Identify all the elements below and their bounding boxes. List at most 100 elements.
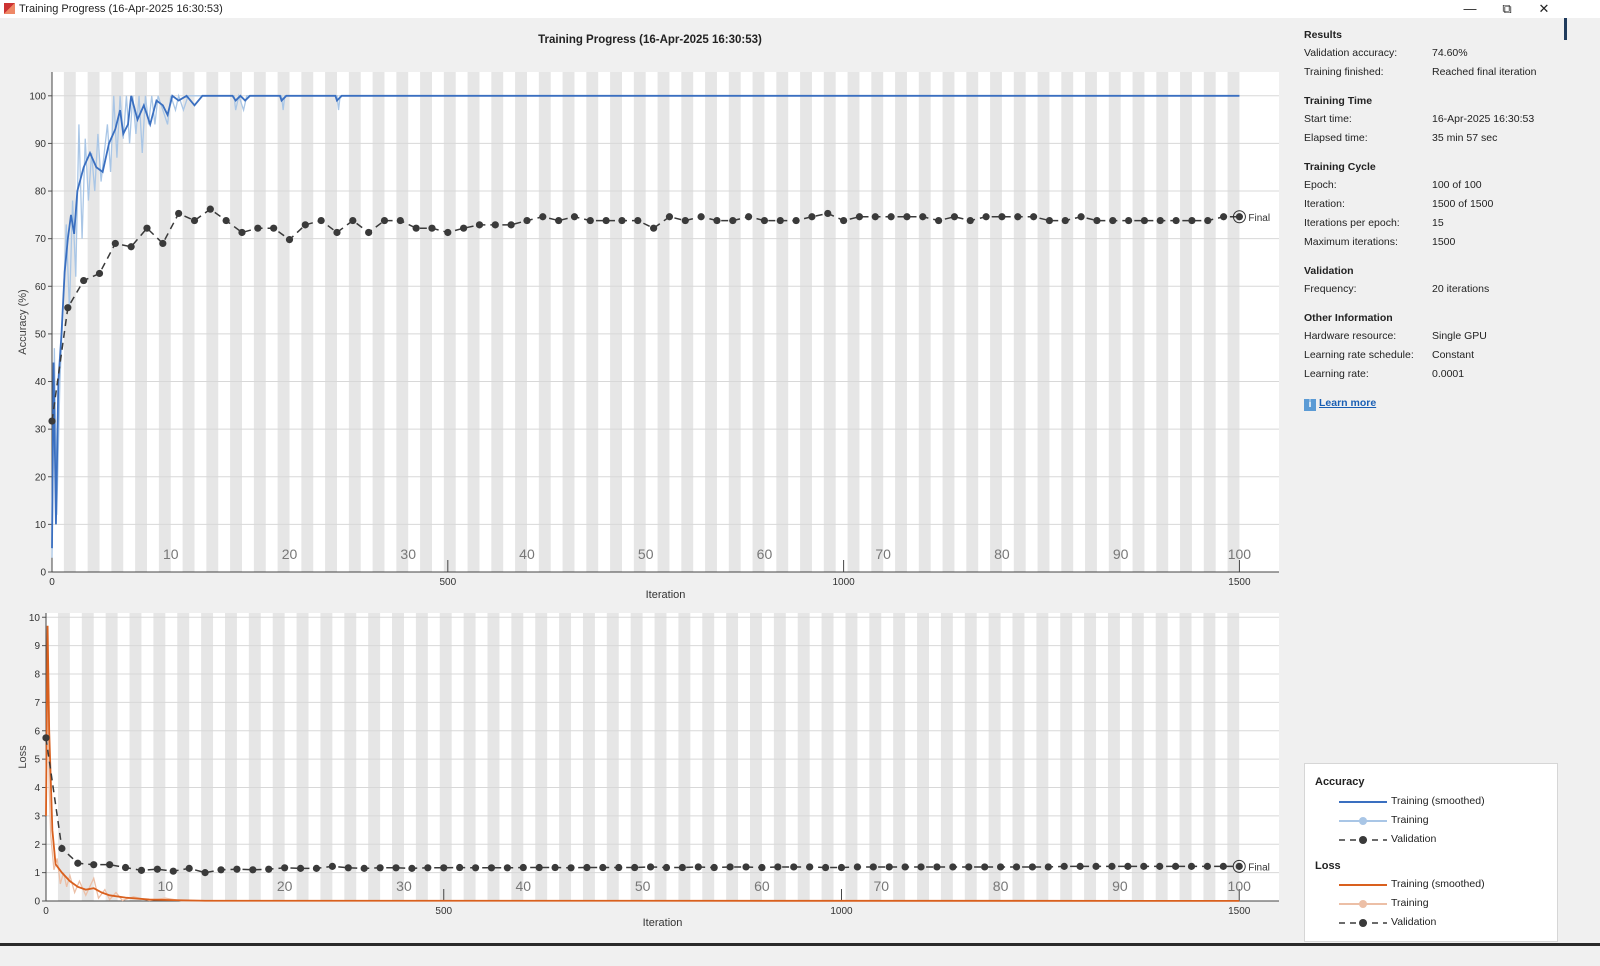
validation-point — [1204, 216, 1212, 225]
epoch-band — [57, 613, 70, 901]
taskbar-edge — [0, 943, 1600, 946]
epoch-band — [869, 613, 882, 901]
info-value: 15 — [1432, 217, 1444, 229]
validation-point — [507, 221, 515, 229]
validation-point — [933, 863, 941, 871]
validation-point — [460, 224, 468, 232]
epoch-band — [773, 613, 786, 901]
epoch-band — [368, 613, 381, 901]
y-tick-label: 100 — [29, 91, 46, 102]
epoch-label: 20 — [277, 878, 293, 894]
validation-point — [681, 216, 689, 225]
validation-point — [1188, 216, 1196, 225]
validation-point — [1235, 862, 1243, 870]
validation-point — [238, 228, 246, 237]
info-label: Iterations per epoch: — [1304, 217, 1400, 229]
epoch-band — [87, 72, 100, 572]
validation-point — [1044, 863, 1052, 871]
y-tick-label: 3 — [34, 811, 40, 822]
epoch-band — [511, 613, 524, 901]
epoch-band — [752, 72, 765, 572]
validation-point — [1156, 216, 1164, 225]
epoch-band — [797, 613, 810, 901]
validation-point — [1093, 216, 1101, 225]
close-button[interactable]: ✕ — [1526, 0, 1562, 18]
validation-point — [965, 863, 973, 871]
info-row: Hardware resource: Single GPU — [1304, 327, 1564, 346]
info-row: Iteration: 1500 of 1500 — [1304, 195, 1564, 214]
validation-point — [981, 863, 989, 871]
validation-point — [159, 239, 167, 248]
epoch-label: 70 — [873, 878, 889, 894]
validation-point — [901, 863, 909, 871]
validation-point — [1235, 213, 1244, 221]
validation-point — [111, 239, 119, 248]
validation-point — [360, 864, 368, 872]
validation-point — [408, 864, 416, 872]
validation-point — [217, 866, 225, 874]
info-label: Frequency: — [1304, 283, 1357, 295]
epoch-band — [415, 613, 428, 901]
final-label: Final — [1248, 862, 1270, 873]
y-tick-label: 9 — [34, 641, 40, 652]
final-marker — [1232, 210, 1246, 224]
validation-point — [301, 221, 309, 229]
legend-label: Validation — [1391, 833, 1437, 845]
info-label: Start time: — [1304, 113, 1352, 125]
info-label: Iteration: — [1304, 198, 1345, 210]
y-tick-label: 2 — [34, 840, 40, 851]
learn-more-text[interactable]: Learn more — [1319, 397, 1377, 409]
restore-button[interactable]: ⧉ — [1489, 0, 1525, 18]
legend-accuracy-heading: Accuracy — [1315, 776, 1365, 788]
epoch-label: 60 — [754, 878, 770, 894]
info-label: Learning rate: — [1304, 368, 1369, 380]
validation-point — [58, 844, 66, 853]
validation-point — [201, 869, 209, 877]
info-value: 74.60% — [1432, 47, 1468, 59]
info-panel: Results Validation accuracy: 74.60% Train… — [1304, 26, 1564, 412]
epoch-band — [1227, 613, 1240, 901]
validation-point — [678, 863, 686, 872]
validation-point — [74, 859, 82, 867]
window-title: Training Progress (16-Apr-2025 16:30:53) — [19, 3, 223, 15]
validation-point — [456, 863, 464, 872]
learn-more-link[interactable]: i Learn more — [1304, 394, 1564, 412]
info-value: 35 min 57 sec — [1432, 132, 1498, 144]
epoch-band — [320, 613, 333, 901]
validation-point — [713, 216, 721, 225]
legend-loss-heading: Loss — [1315, 860, 1341, 872]
epoch-band — [296, 613, 309, 901]
validation-point — [774, 863, 782, 871]
epoch-band — [1085, 72, 1097, 572]
validation-point — [424, 864, 432, 872]
epoch-band — [750, 613, 762, 901]
restore-icon: ⧉ — [1502, 1, 1512, 16]
epoch-band — [705, 72, 717, 572]
validation-point — [1045, 216, 1054, 225]
validation-point — [586, 216, 594, 225]
epoch-band — [966, 72, 979, 572]
validation-point — [471, 864, 480, 872]
epoch-band — [344, 613, 357, 901]
validation-point — [935, 216, 943, 225]
legend-label: Training (smoothed) — [1391, 795, 1485, 807]
x-tick-label: 1500 — [1228, 906, 1251, 917]
epoch-band — [487, 613, 500, 901]
info-label: Elapsed time: — [1304, 132, 1368, 144]
validation-line — [51, 208, 1240, 422]
epoch-band — [206, 72, 219, 572]
validation-point — [1060, 862, 1068, 870]
epoch-band — [895, 72, 907, 572]
info-label: Training finished: — [1304, 66, 1384, 78]
legend-label: Training — [1391, 897, 1429, 909]
validation-point — [806, 863, 814, 871]
epoch-band — [630, 613, 643, 901]
validation-point — [697, 213, 705, 221]
epoch-band — [81, 613, 94, 901]
y-axis-label: Accuracy (%) — [17, 289, 29, 354]
training-series-line — [51, 93, 1240, 558]
validation-point — [523, 216, 531, 225]
minimize-button[interactable]: — — [1452, 0, 1488, 18]
training-smoothed-line — [45, 625, 1240, 902]
